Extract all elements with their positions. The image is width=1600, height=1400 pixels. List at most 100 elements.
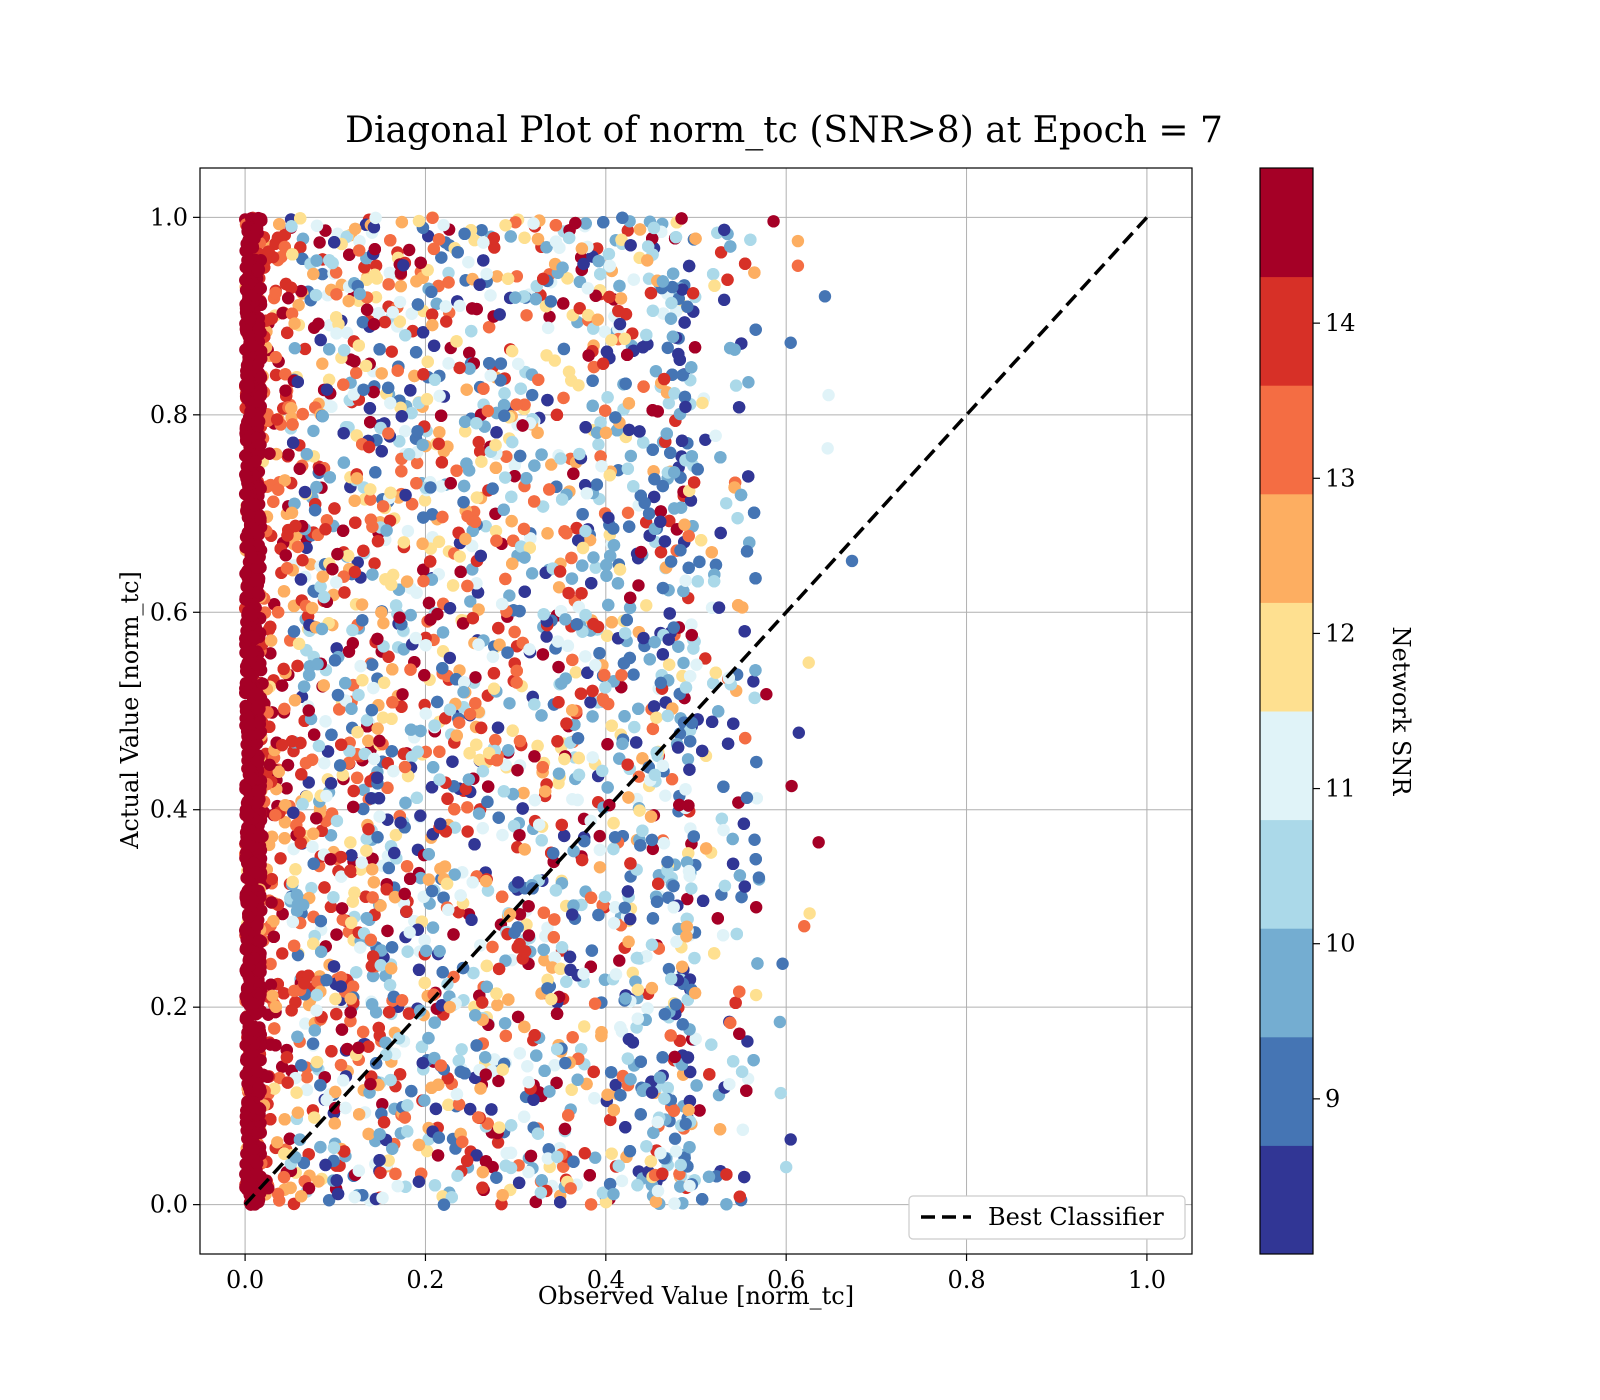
scatter-point	[414, 256, 427, 269]
scatter-point	[576, 541, 590, 555]
scatter-point	[582, 309, 595, 322]
scatter-point	[607, 1103, 621, 1117]
scatter-point	[476, 1181, 489, 1194]
scatter-point	[423, 555, 437, 568]
scatter-point	[383, 266, 397, 280]
scatter-point	[748, 691, 761, 705]
scatter-point	[345, 849, 358, 862]
scatter-point	[705, 715, 719, 729]
scatter-point	[630, 951, 644, 965]
scatter-point	[636, 436, 650, 449]
scatter-point	[368, 557, 381, 570]
scatter-point	[330, 1174, 343, 1187]
scatter-point	[603, 469, 616, 482]
scatter-point	[339, 676, 352, 690]
scatter-point	[483, 356, 496, 370]
scatter-point	[647, 700, 661, 713]
scatter-point	[402, 1007, 416, 1020]
scatter-point	[686, 287, 700, 300]
scatter-point	[499, 219, 512, 232]
scatter-point	[682, 847, 695, 860]
scatter-point	[605, 719, 618, 732]
scatter-point	[484, 369, 497, 382]
scatter-point	[558, 752, 571, 766]
scatter-point	[494, 374, 507, 387]
scatter-point	[463, 1102, 477, 1116]
scatter-point	[359, 359, 373, 373]
scatter-point	[624, 1073, 637, 1086]
scatter-point	[472, 435, 485, 449]
scatter-point	[448, 803, 461, 816]
scatter-point	[536, 648, 550, 661]
scatter-point	[320, 973, 333, 987]
scatter-point	[374, 899, 387, 912]
scatter-point	[366, 950, 380, 963]
scatter-point	[269, 286, 282, 300]
scatter-point	[447, 928, 460, 941]
scatter-point	[684, 494, 698, 507]
scatter-point	[431, 695, 444, 709]
scatter-point	[602, 598, 615, 612]
scatter-point	[418, 1094, 431, 1107]
scatter-point	[426, 921, 440, 934]
scatter-point	[653, 1071, 667, 1084]
scatter-point	[627, 480, 640, 493]
scatter-point	[599, 681, 612, 694]
scatter-point	[452, 1098, 466, 1111]
scatter-point	[363, 402, 377, 415]
scatter-point	[619, 992, 632, 1005]
scatter-point	[479, 520, 492, 533]
scatter-point	[307, 424, 320, 438]
scatter-point	[562, 365, 576, 378]
scatter-point	[373, 1153, 386, 1167]
scatter-point	[345, 916, 358, 929]
scatter-point	[401, 945, 414, 958]
scatter-point	[549, 884, 563, 897]
scatter-point	[381, 381, 395, 395]
scatter-point	[622, 1033, 636, 1046]
scatter-point	[362, 734, 375, 748]
scatter-point	[647, 221, 661, 235]
scatter-point	[641, 240, 655, 253]
scatter-point	[520, 309, 533, 322]
scatter-point	[324, 900, 338, 914]
scatter-point	[427, 242, 441, 256]
scatter-point	[384, 1073, 397, 1087]
scatter-point	[711, 912, 724, 925]
scatter-point	[541, 393, 554, 407]
scatter-point	[265, 896, 278, 909]
scatter-point	[589, 289, 602, 302]
scatter-point	[596, 1186, 610, 1200]
scatter-point	[481, 404, 495, 418]
scatter-point	[395, 215, 409, 229]
scatter-point	[428, 373, 442, 386]
scatter-point	[335, 738, 348, 751]
scatter-point	[603, 290, 616, 304]
scatter-point	[679, 1117, 692, 1131]
scatter-point	[329, 992, 342, 1006]
scatter-point	[605, 333, 618, 347]
scatter-point	[580, 487, 594, 500]
scatter-point	[622, 397, 636, 410]
scatter-point	[585, 576, 598, 590]
scatter-point	[517, 786, 530, 800]
scatter-point	[627, 668, 640, 681]
scatter-point	[357, 383, 370, 396]
scatter-point	[744, 233, 757, 246]
scatter-point	[351, 556, 364, 569]
scatter-point	[553, 565, 567, 578]
scatter-point	[731, 511, 744, 525]
scatter-point	[437, 218, 450, 232]
scatter-point	[528, 1029, 541, 1042]
scatter-point	[305, 601, 319, 615]
scatter-point	[425, 308, 439, 321]
scatter-point	[504, 1146, 518, 1160]
scatter-point	[439, 300, 452, 313]
scatter-point	[683, 1140, 696, 1154]
scatter-point	[288, 694, 302, 707]
scatter-point	[617, 657, 631, 670]
scatter-point	[436, 626, 450, 639]
scatter-point	[436, 510, 449, 524]
scatter-point	[337, 344, 351, 357]
scatter-point	[309, 288, 323, 302]
